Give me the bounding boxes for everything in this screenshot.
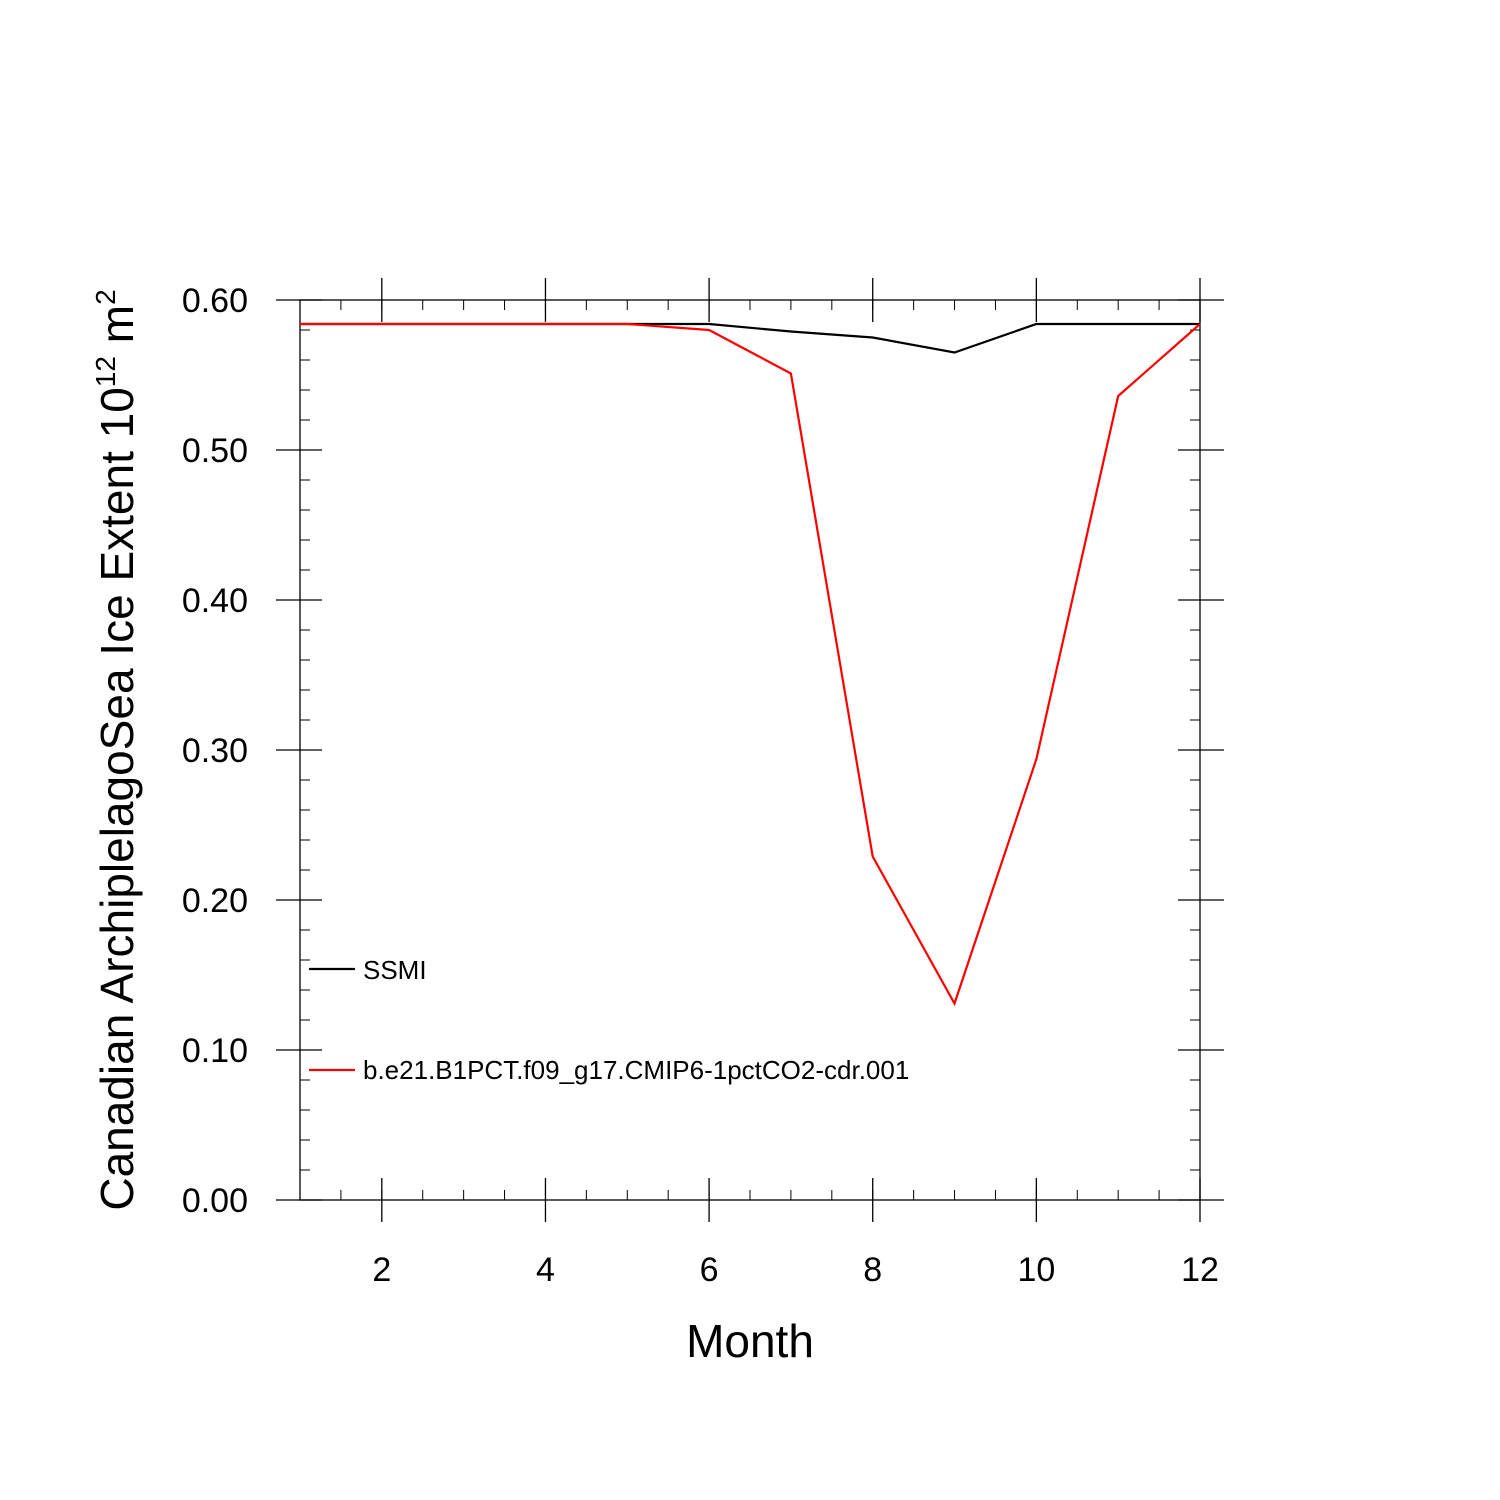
x-tick-labels: 2 4 6 8 10 12 (372, 1251, 1219, 1289)
y-tick-label: 0.00 (182, 1182, 248, 1220)
x-axis-title: Month (686, 1315, 814, 1367)
legend: SSMI b.e21.B1PCT.f09_g17.CMIP6-1pctCO2-c… (309, 955, 909, 1085)
y-tick-label: 0.60 (182, 282, 248, 320)
y-axis-title-unit: m (91, 305, 143, 356)
y-tick-label: 0.50 (182, 432, 248, 470)
legend-label-ssmi: SSMI (363, 955, 427, 985)
series-line-model (300, 322, 1201, 1007)
y-axis-title-text: Canadian ArchiplelagoSea Ice Extent 10 (91, 387, 143, 1210)
x-tick-label: 12 (1181, 1251, 1219, 1289)
x-tick-label: 6 (700, 1251, 719, 1289)
legend-label-model: b.e21.B1PCT.f09_g17.CMIP6-1pctCO2-cdr.00… (363, 1055, 909, 1085)
x-tick-label: 8 (863, 1251, 882, 1289)
y-tick-label: 0.10 (182, 1032, 248, 1070)
x-tick-label: 4 (536, 1251, 555, 1289)
series-layer (300, 322, 1201, 1007)
y-axis-title: Canadian ArchiplelagoSea Ice Extent 1012… (90, 289, 143, 1210)
plot-frame (299, 299, 1201, 1201)
x-tick-label: 10 (1017, 1251, 1055, 1289)
y-axis-title-superscript-1: 12 (90, 356, 121, 387)
y-axis-title-superscript-2: 2 (90, 289, 121, 305)
y-tick-labels: 0.00 0.10 0.20 0.30 0.40 0.50 0.60 (182, 282, 248, 1220)
y-tick-label: 0.30 (182, 732, 248, 770)
series-line-ssmi (300, 322, 1200, 354)
x-tick-label: 2 (372, 1251, 391, 1289)
y-tick-label: 0.20 (182, 882, 248, 920)
y-tick-label: 0.40 (182, 582, 248, 620)
